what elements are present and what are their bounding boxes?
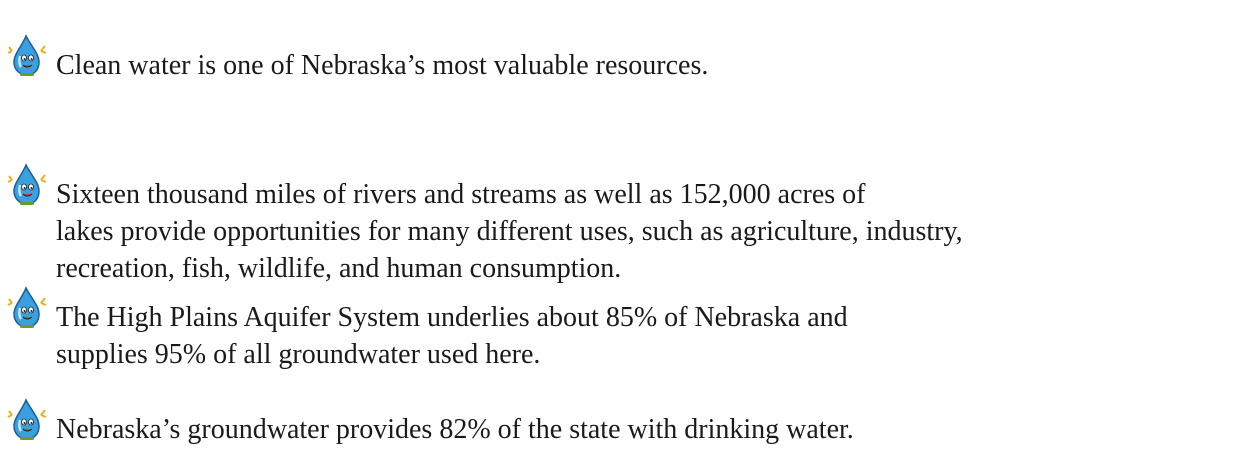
bullet-text: Nebraska’s groundwater provides 82% of t… xyxy=(56,412,854,448)
water-drop-icon xyxy=(6,286,48,330)
bullet-text: Sixteen thousand miles of rivers and str… xyxy=(56,177,865,213)
water-drop-icon xyxy=(6,34,48,78)
bullet-text: lakes provide opportunities for many dif… xyxy=(56,214,963,250)
bullet-text: supplies 95% of all groundwater used her… xyxy=(56,337,540,373)
bullet-text: The High Plains Aquifer System underlies… xyxy=(56,300,848,336)
bullet-text: Clean water is one of Nebraska’s most va… xyxy=(56,48,708,84)
bullet-text: recreation, fish, wildlife, and human co… xyxy=(56,251,621,287)
water-drop-icon xyxy=(6,163,48,207)
page: Clean water is one of Nebraska’s most va… xyxy=(0,0,1250,471)
water-drop-icon xyxy=(6,398,48,442)
